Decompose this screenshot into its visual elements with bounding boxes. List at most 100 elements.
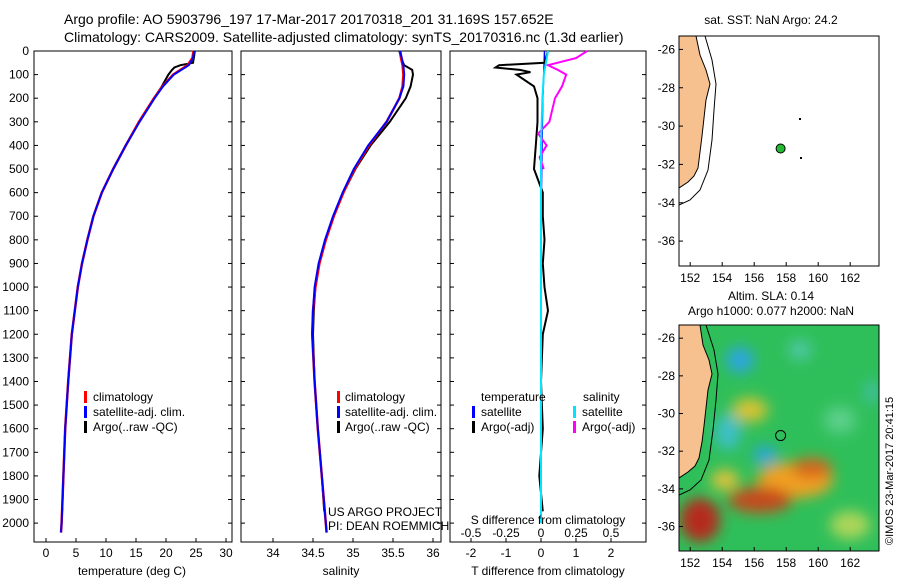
legend-label-t-satellite: satellite [481, 405, 522, 419]
lat-tick-label: -26 [658, 42, 676, 56]
temperature-panel [33, 50, 233, 543]
s-tick-label: 0.5 [603, 526, 620, 540]
depth-tick-label: 1500 [2, 398, 29, 412]
sst-map-land [679, 36, 802, 206]
lat-tick-label: -30 [658, 119, 676, 133]
depth-tick-label: 1200 [2, 327, 29, 341]
depth-tick-label: 900 [9, 256, 29, 270]
sla-high-blob [732, 398, 768, 422]
x-tick-label: 34.5 [301, 546, 325, 560]
sla-low-blob [788, 340, 812, 360]
lat-tick-label: -32 [658, 444, 676, 458]
salinity-xlabel: salinity [323, 564, 360, 578]
x-tick-label: 1 [573, 546, 580, 560]
x-tick-label: -2 [466, 546, 477, 560]
temperature-depth-axis: 0 100 200 300 400 500 600 700 800 900 1000 1100 1200… [2, 44, 646, 530]
lon-tick-label: 156 [744, 271, 764, 285]
depth-tick-label: 300 [9, 115, 29, 129]
x-tick-label: 34 [266, 546, 280, 560]
lon-tick-label: 158 [776, 556, 796, 570]
legend-label-argo: Argo(..raw -QC) [345, 420, 430, 434]
figure-title: Argo profile: AO 5903796_197 17-Mar-2017… [64, 11, 554, 27]
pi-credit: PI: DEAN ROEMMICH [328, 519, 449, 533]
island [799, 118, 801, 120]
temperature-satellite-line [60, 50, 196, 533]
s-tick-label: -0.5 [461, 526, 482, 540]
sst-map-frame [678, 35, 880, 267]
lat-tick-label: -28 [658, 369, 676, 383]
legend-swatch-satellite [337, 406, 340, 418]
lon-tick-label: 154 [712, 556, 732, 570]
sla-map-frame [678, 324, 880, 552]
sst-float-marker [775, 143, 786, 154]
salinity-x-axis: 34 34.5 35 35.5 36 [266, 538, 440, 560]
legend-swatch-t-argo [472, 421, 475, 433]
figure-subtitle: Climatology: CARS2009. Satellite-adjuste… [64, 29, 624, 45]
sla-high-blob [711, 470, 739, 490]
legend-label-s-argo: Argo(-adj) [582, 420, 635, 434]
salinity-legend: climatology satellite-adj. clim. Argo(..… [337, 390, 437, 434]
legend-label-satellite: satellite-adj. clim. [345, 405, 437, 419]
lon-tick-label: 156 [744, 556, 764, 570]
temperature-x-axis: 0 5 10 15 20 25 30 [43, 538, 233, 560]
lat-tick-label: -34 [658, 196, 676, 210]
profile-series [59, 50, 588, 533]
x-tick-label: 25 [189, 546, 203, 560]
depth-tick-label: 1800 [2, 469, 29, 483]
legend-swatch-s-argo [573, 421, 576, 433]
lon-tick-label: 162 [840, 556, 860, 570]
legend-label-satellite: satellite-adj. clim. [93, 405, 185, 419]
depth-tick-label: 1700 [2, 445, 29, 459]
salinity-argo-line [311, 50, 415, 512]
temperature-climatology-line [59, 50, 195, 533]
depth-tick-label: 1000 [2, 280, 29, 294]
difference-top-label: S difference from climatology [471, 513, 626, 527]
sst-map-axes: 152 154 156 158 160 162 -26 -28 -30 -32 -34 -36 [658, 42, 861, 285]
legend-label-s-satellite: satellite [582, 405, 623, 419]
salinity-satellite-line [311, 50, 406, 533]
sla-map-field [679, 325, 879, 551]
x-tick-label: 5 [73, 546, 80, 560]
x-tick-label: 35.5 [381, 546, 405, 560]
legend-label-argo: Argo(..raw -QC) [93, 420, 178, 434]
sla-float-marker [775, 430, 787, 442]
temperature-legend: climatology satellite-adj. clim. Argo(..… [84, 390, 185, 434]
lat-tick-label: -36 [658, 234, 676, 248]
legend-swatch-satellite [84, 406, 87, 418]
lat-tick-label: -34 [658, 482, 676, 496]
legend-swatch-argo [337, 421, 340, 433]
sla-mid-blob [830, 511, 870, 539]
temperature-xlabel: temperature (deg C) [78, 564, 186, 578]
sla-high-blob [680, 498, 720, 542]
lon-tick-label: 152 [680, 271, 700, 285]
diff-s-argo-line [536, 50, 588, 170]
depth-tick-label: 1600 [2, 422, 29, 436]
depth-tick-label: 700 [9, 209, 29, 223]
imos-credit: ©IMOS 23-Mar-2017 20:41:15 [884, 397, 896, 545]
lat-tick-label: -36 [658, 520, 676, 534]
sla-low-blob [824, 406, 856, 434]
sst-map-title: sat. SST: NaN Argo: 24.2 [704, 13, 838, 27]
australia-coast [679, 36, 711, 189]
sla-high-blob [792, 458, 832, 478]
legend-title-temperature: temperature [481, 390, 546, 404]
australia-coast [679, 325, 713, 479]
diff-t-argo-line [492, 50, 550, 512]
lat-tick-label: -30 [658, 407, 676, 421]
depth-tick-label: 600 [9, 186, 29, 200]
lon-tick-label: 160 [808, 556, 828, 570]
sla-low-blob [753, 446, 777, 464]
sla-low-blob [715, 414, 741, 450]
depth-tick-label: 1100 [3, 304, 29, 318]
sla-map-title: Altim. SLA: 0.14 [728, 289, 814, 303]
lon-tick-label: 162 [840, 271, 860, 285]
depth-tick-label: 500 [9, 162, 29, 176]
legend-label-climatology: climatology [93, 390, 153, 404]
legend-label-t-argo: Argo(-adj) [481, 420, 534, 434]
project-credit: US ARGO PROJECT [328, 505, 443, 519]
depth-tick-label: 200 [9, 91, 29, 105]
lat-tick-label: -28 [658, 81, 676, 95]
sla-low-blob [726, 347, 754, 373]
legend-swatch-climatology [84, 391, 87, 403]
